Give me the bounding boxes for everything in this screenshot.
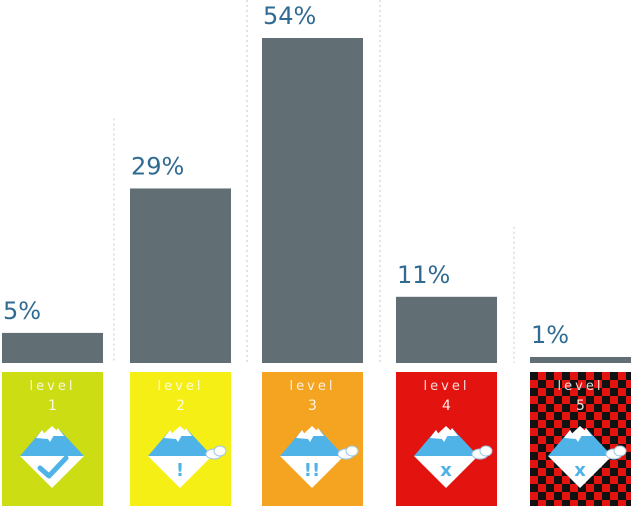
data-label: 54% [263,2,316,30]
cloud-icon [337,445,359,460]
level-word: level [30,379,76,394]
bar [396,296,497,363]
level-number: 5 [576,398,585,414]
bar [262,38,363,363]
level-word: level [290,379,336,394]
check-icon [37,455,69,479]
snow-cap [164,430,176,439]
data-label: 11% [397,261,450,289]
mountain-warning-icon: x [414,426,493,488]
mountain-warning-icon: !! [280,426,359,488]
snow-cap [313,428,324,436]
cloud-puff [345,445,359,457]
level-number: 1 [48,398,57,414]
danger-symbol: ! [176,460,184,481]
bar [2,332,103,363]
level-word: level [558,379,604,394]
level-badge: level 3!! [262,372,363,506]
cloud-icon [605,445,627,460]
cloud-puff [213,445,227,457]
level-number: 2 [176,398,185,414]
cloud-icon [471,445,493,460]
mountain-shape [20,428,84,456]
snow-cap [36,430,48,439]
danger-symbol: x [574,460,586,481]
bars-group: 5% 29% 54% 11% 1% [2,2,631,363]
snow-cap [53,428,64,436]
mountain-warning-icon [20,426,84,488]
cloud-puff [613,445,627,457]
bar [130,188,231,363]
mountain-shape [148,428,212,456]
snow-cap [447,428,458,436]
snow-cap [581,428,592,436]
mountain-warning-icon: ! [148,426,227,488]
snow-cap [296,430,308,439]
mountain-warning-icon: x [548,426,627,488]
bar [530,356,631,363]
level-badge: level 5 x [530,372,631,506]
snow-cap [430,430,442,439]
divider-lines [113,0,515,363]
cloud-icon [205,445,227,460]
level-number: 4 [442,398,451,414]
mountain-shape [548,428,612,456]
snow-cap [181,428,192,436]
level-badges-group: level 1 level 2! level 3!! level 4 x level 5 x [2,372,631,506]
level-badge: level 2! [130,372,231,506]
data-label: 1% [531,321,569,349]
danger-symbol: x [440,460,452,481]
level-number: 3 [308,398,317,414]
data-label: 5% [3,297,41,325]
mountain-shape [280,428,344,456]
snow-cap [564,430,576,439]
danger-symbol: !! [304,460,320,481]
level-word: level [424,379,470,394]
level-badge: level 1 [2,372,103,506]
level-badge: level 4 x [396,372,497,506]
level-word: level [158,379,204,394]
mountain-shape [414,428,478,456]
cloud-puff [479,445,493,457]
data-label: 29% [131,152,184,180]
